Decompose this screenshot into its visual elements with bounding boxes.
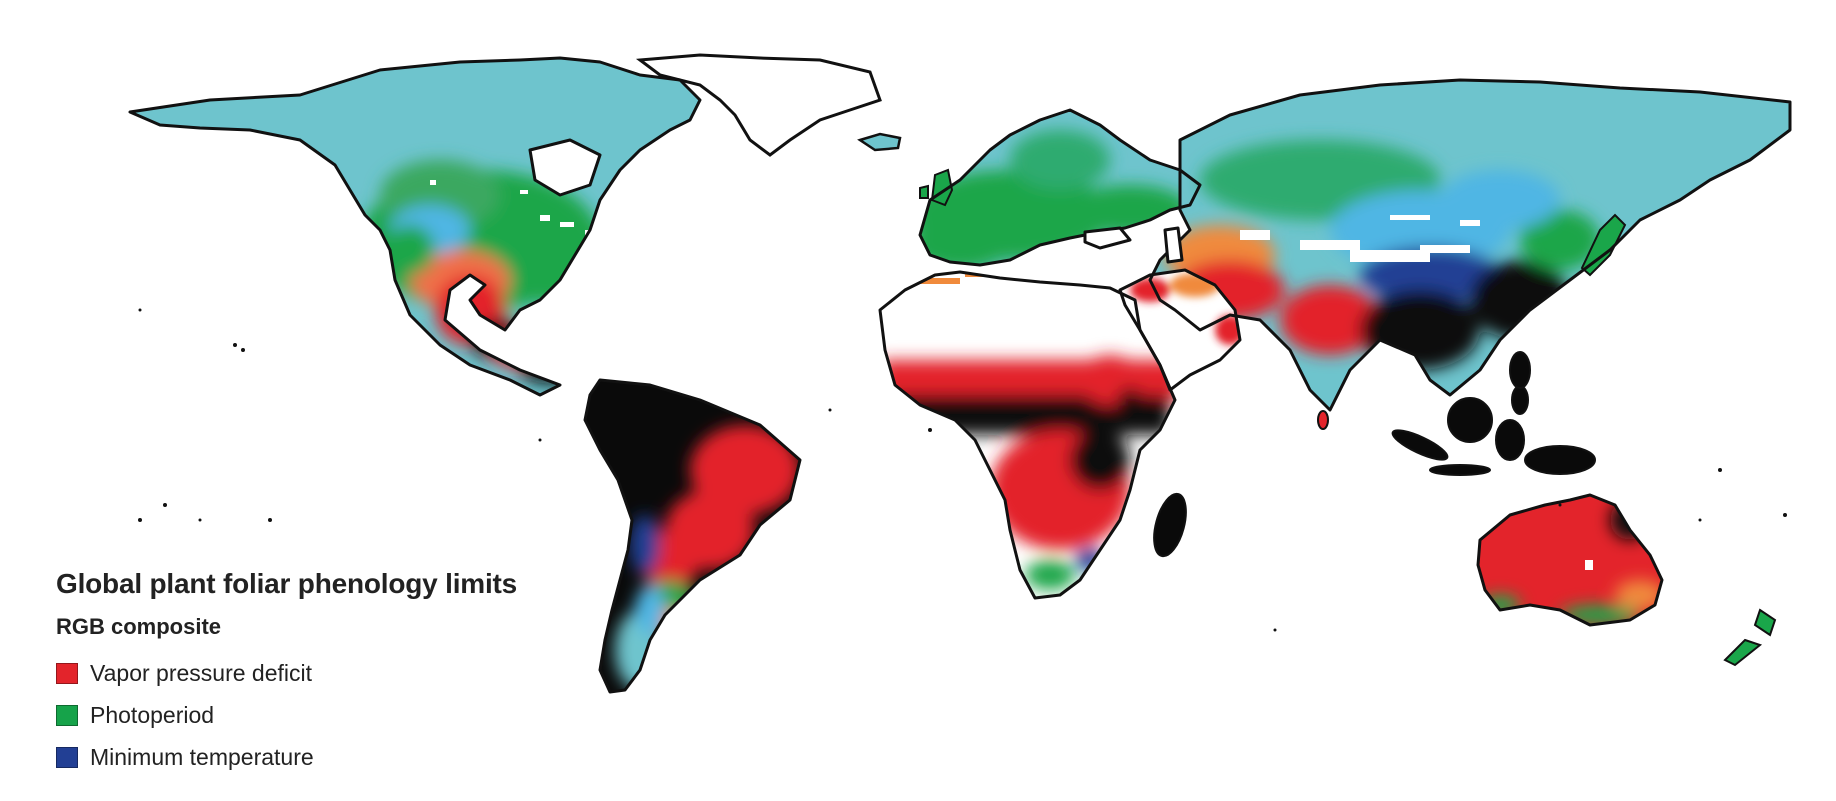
iceland-region xyxy=(857,132,902,152)
legend: Global plant foliar phenology limits RGB… xyxy=(56,568,517,778)
legend-subtitle: RGB composite xyxy=(56,614,222,639)
legend-item-vpd: Vapor pressure deficit xyxy=(56,652,517,694)
photoperiod-swatch xyxy=(56,704,78,726)
coastlines xyxy=(128,56,1792,694)
small-islands xyxy=(138,308,1787,632)
legend-label-photoperiod: Photoperiod xyxy=(90,701,215,728)
min-temp-swatch xyxy=(56,746,78,768)
vpd-swatch xyxy=(56,662,78,684)
north-america-region xyxy=(130,58,700,395)
greenland-region xyxy=(635,53,882,157)
legend-title: Global plant foliar phenology limits xyxy=(56,568,518,599)
legend-label-vpd: Vapor pressure deficit xyxy=(90,659,313,686)
sri-lanka-island xyxy=(1317,410,1329,430)
new-zealand-islands xyxy=(1723,608,1777,667)
madagascar-island xyxy=(1153,492,1187,558)
uk-islands xyxy=(919,168,954,207)
legend-item-min-temp: Minimum temperature xyxy=(56,736,517,778)
southeast-asia-islands xyxy=(1391,351,1596,476)
japan-islands xyxy=(1580,213,1627,277)
south-america-region xyxy=(585,380,800,692)
legend-item-photoperiod: Photoperiod xyxy=(56,694,517,736)
legend-label-min-temp: Minimum temperature xyxy=(90,743,314,770)
